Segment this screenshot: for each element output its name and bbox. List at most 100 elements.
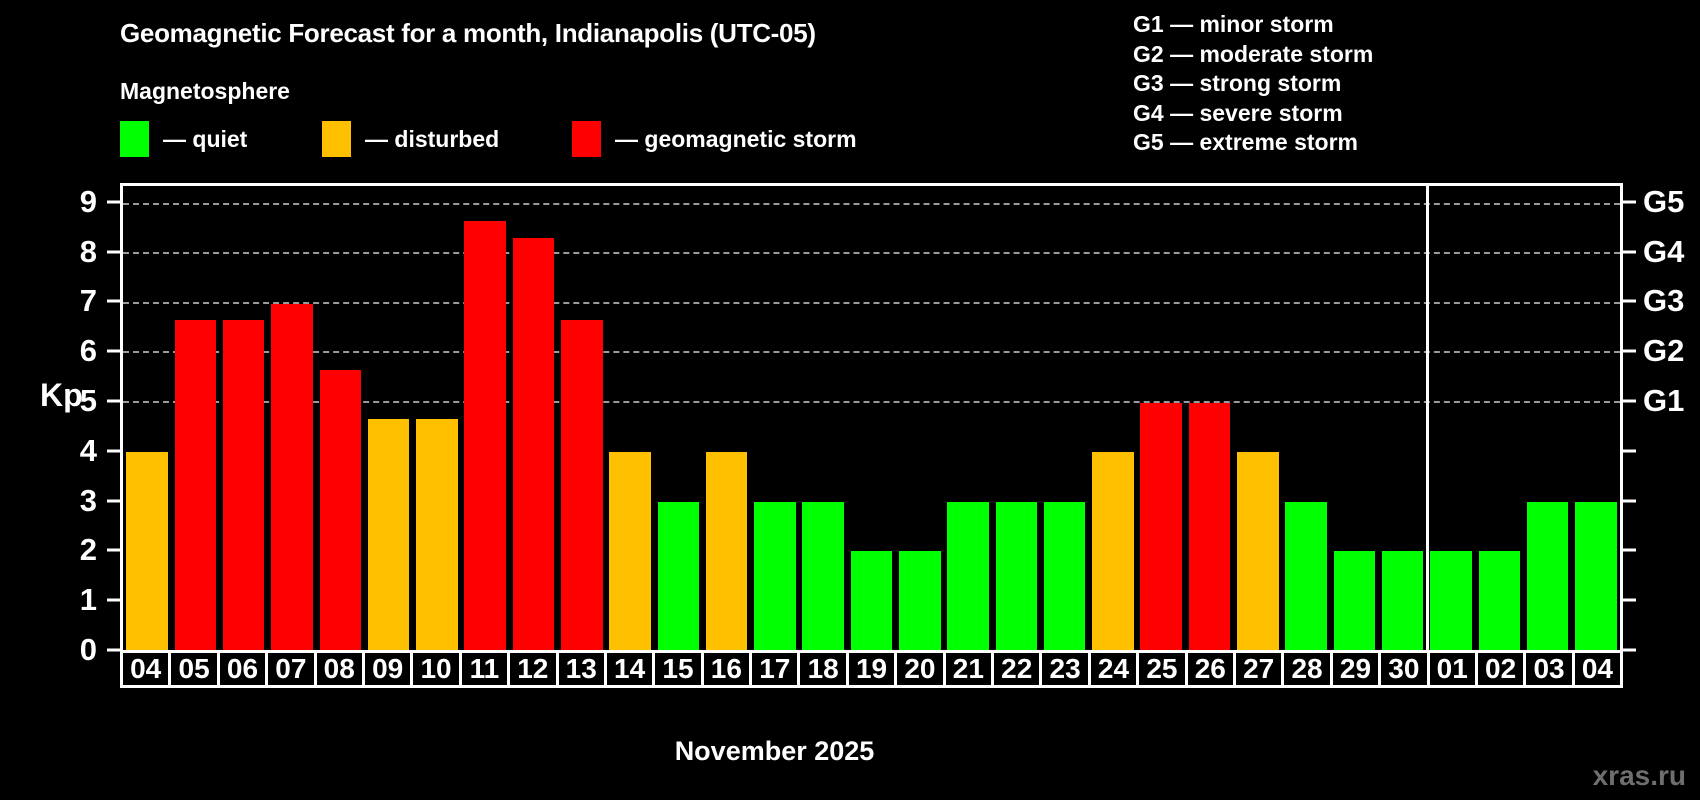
y-tick-left-3 xyxy=(107,499,120,503)
date-cell-03: 03 xyxy=(1523,650,1575,688)
quiet-swatch-icon xyxy=(120,121,149,157)
g-level-label-G1: G1 xyxy=(1643,383,1685,419)
y-tick-label-9: 9 xyxy=(79,183,97,219)
g-legend-item: G5 — extreme storm xyxy=(1133,129,1358,155)
date-cell-16: 16 xyxy=(700,650,753,688)
kp-bar-day-21 xyxy=(947,501,989,650)
g-legend-item: G1 — minor storm xyxy=(1133,11,1334,37)
g-legend-item: G4 — severe storm xyxy=(1133,99,1343,126)
kp-bar-day-20 xyxy=(899,551,941,650)
kp-bar-day-07 xyxy=(271,303,313,650)
kp-bar-day-13 xyxy=(560,320,603,650)
date-cell-20: 20 xyxy=(894,650,946,688)
y-tick-label-2: 2 xyxy=(79,532,97,568)
kp-bar-day-09 xyxy=(367,419,410,650)
kp-bar-day-05 xyxy=(174,320,217,650)
date-cell-22: 22 xyxy=(991,650,1043,688)
kp-bar-day-22 xyxy=(995,501,1038,650)
kp-bar-day-23 xyxy=(1043,501,1086,650)
kp-bar-day-30 xyxy=(1381,551,1424,650)
gridline-kp-9 xyxy=(123,202,1620,205)
legend-item-storm: — geomagnetic storm xyxy=(572,120,857,158)
y-tick-right-3 xyxy=(1623,499,1636,503)
g-level-label-G5: G5 xyxy=(1643,183,1685,219)
kp-bar-day-16 xyxy=(705,452,748,650)
y-tick-right-8 xyxy=(1623,250,1636,254)
kp-bar-day-01 xyxy=(1430,551,1472,650)
date-cell-06: 06 xyxy=(216,650,269,688)
date-cell-27: 27 xyxy=(1232,650,1285,688)
date-cell-09: 09 xyxy=(361,650,414,688)
gridline-kp-6 xyxy=(123,351,1620,354)
kp-bar-day-17 xyxy=(754,501,796,650)
kp-bar-day-26 xyxy=(1188,402,1231,650)
y-tick-left-9 xyxy=(107,200,120,204)
g-level-label-G3: G3 xyxy=(1643,283,1685,319)
date-cell-04: 04 xyxy=(1571,650,1624,688)
y-tick-label-7: 7 xyxy=(79,283,97,319)
y-tick-label-3: 3 xyxy=(79,482,97,518)
date-cell-05: 05 xyxy=(168,650,220,688)
kp-bar-day-25 xyxy=(1140,402,1182,650)
date-cell-07: 07 xyxy=(265,650,317,688)
kp-bar-day-04 xyxy=(1575,501,1617,650)
y-tick-label-4: 4 xyxy=(79,432,97,468)
y-tick-left-5 xyxy=(107,399,120,403)
g-scale-legend: G1 — minor storm G2 — moderate storm G3 — … xyxy=(1133,10,1373,158)
kp-bar-day-10 xyxy=(416,419,458,650)
y-tick-left-1 xyxy=(107,598,120,602)
kp-bar-day-29 xyxy=(1333,551,1376,650)
y-tick-left-7 xyxy=(107,299,120,303)
page-title: Geomagnetic Forecast for a month, Indian… xyxy=(120,18,816,48)
date-cell-29: 29 xyxy=(1329,650,1382,688)
y-tick-label-1: 1 xyxy=(79,582,97,618)
gridline-kp-8 xyxy=(123,252,1620,255)
date-cell-13: 13 xyxy=(555,650,607,688)
y-tick-right-6 xyxy=(1623,349,1636,353)
date-cell-18: 18 xyxy=(797,650,849,688)
y-tick-right-2 xyxy=(1623,548,1636,552)
date-cell-23: 23 xyxy=(1039,650,1091,688)
y-tick-left-0 xyxy=(107,648,120,652)
kp-bar-day-03 xyxy=(1526,501,1569,650)
g-level-label-G4: G4 xyxy=(1643,233,1685,269)
date-cell-25: 25 xyxy=(1136,650,1188,688)
y-tick-right-0 xyxy=(1623,648,1636,652)
watermark: xras.ru xyxy=(1592,760,1686,791)
kp-bar-day-08 xyxy=(319,369,362,650)
kp-bar-day-19 xyxy=(850,551,893,650)
gridline-kp-5 xyxy=(123,400,1620,403)
date-cell-17: 17 xyxy=(749,650,801,688)
date-axis: 04 05 06 07 08 09 10 11 12 13 14 15 16 17 18 19 20 21 22 23… xyxy=(120,650,1624,688)
gridline-kp-7 xyxy=(123,301,1620,304)
date-cell-01: 01 xyxy=(1426,650,1478,688)
date-cell-14: 14 xyxy=(603,650,656,688)
g-legend-item: G3 — strong storm xyxy=(1133,70,1342,96)
y-tick-right-5 xyxy=(1623,399,1636,403)
date-cell-02: 02 xyxy=(1474,650,1527,688)
g-legend-item: G2 — moderate storm xyxy=(1133,40,1374,67)
kp-bar-day-24 xyxy=(1092,452,1134,650)
kp-bar-day-27 xyxy=(1237,452,1279,650)
date-cell-08: 08 xyxy=(313,650,365,688)
plot-area xyxy=(120,183,1623,650)
date-cell-12: 12 xyxy=(507,650,559,688)
date-cell-10: 10 xyxy=(410,650,462,688)
date-cell-04: 04 xyxy=(120,650,172,688)
y-tick-label-8: 8 xyxy=(79,233,97,269)
kp-bar-day-14 xyxy=(609,452,651,650)
disturbed-swatch-icon xyxy=(322,121,351,157)
date-cell-21: 21 xyxy=(942,650,995,688)
legend-label-disturbed: — disturbed xyxy=(365,125,500,152)
kp-bar-day-11 xyxy=(464,221,506,650)
y-tick-right-4 xyxy=(1623,449,1636,453)
storm-swatch-icon xyxy=(572,121,601,157)
month-separator-line xyxy=(1425,186,1429,650)
y-tick-left-6 xyxy=(107,349,120,353)
date-cell-11: 11 xyxy=(458,650,511,688)
y-axis-label: Kp xyxy=(40,377,83,413)
date-cell-28: 28 xyxy=(1281,650,1333,688)
date-cell-24: 24 xyxy=(1087,650,1140,688)
date-cell-15: 15 xyxy=(652,650,704,688)
